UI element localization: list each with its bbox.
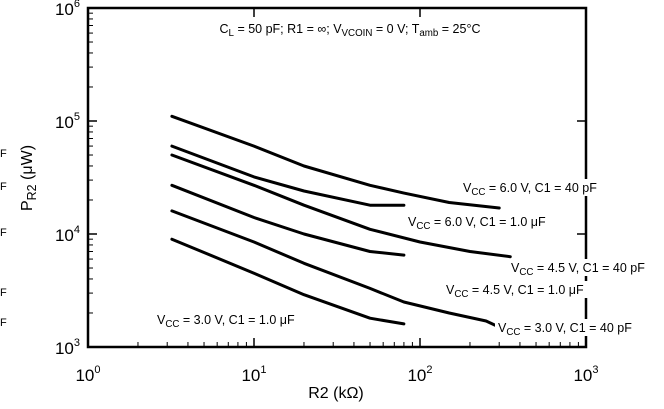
axis-ticks: 100 101 102 103 103 104 105 106: [55, 0, 599, 385]
curve-label-6: VCC = 3.0 V, C1 = 1.0 μF: [157, 313, 295, 330]
edge-fragment: F: [0, 287, 7, 299]
x-tick-label: 103: [573, 364, 598, 385]
curve-label-4: VCC = 4.5 V, C1 = 1.0 μF: [446, 283, 584, 300]
plot-frame: [86, 6, 588, 349]
y-tick-label: 103: [55, 337, 80, 358]
y-tick-label: 104: [55, 224, 80, 245]
curve-label-bg: [405, 213, 573, 230]
curve-label-bg: [154, 311, 322, 328]
edge-fragment: F: [0, 181, 7, 193]
edge-fragment: F: [0, 317, 7, 329]
curve-labels: VCC = 6.0 V, C1 = 40 pF VCC = 6.0 V, C1 =…: [154, 179, 664, 338]
curve-label-3: VCC = 4.5 V, C1 = 40 pF: [511, 261, 645, 278]
x-tick-label: 101: [241, 364, 266, 385]
y-tick-label: 106: [55, 0, 80, 19]
y-tick-label: 105: [55, 111, 80, 132]
left-edge-fragments: F F F F F: [0, 148, 7, 329]
x-tick-label: 100: [75, 364, 100, 385]
conditions-annotation: CL = 50 pF; R1 = ∞; VVCOIN = 0 V; Tamb =…: [220, 22, 481, 39]
curve-label-5: VCC = 3.0 V, C1 = 40 pF: [498, 321, 632, 338]
curve-label-2: VCC = 6.0 V, C1 = 1.0 μF: [408, 215, 546, 232]
x-tick-label: 102: [407, 364, 432, 385]
data-curves: [170, 114, 512, 329]
curve-label-bg: [443, 281, 611, 298]
series-curve-6: [170, 237, 406, 326]
series-curve-3: [170, 153, 512, 259]
curve-label-bg: [495, 319, 663, 336]
edge-fragment: F: [0, 227, 7, 239]
series-curve-1: [170, 114, 501, 210]
x-axis-label: R2 (kΩ): [308, 385, 364, 402]
series-curve-5: [170, 209, 501, 329]
y-axis-label: PR2 (μW): [19, 145, 39, 211]
curve-label-bg: [460, 179, 628, 196]
series-curve-4: [170, 183, 406, 257]
edge-fragment: F: [0, 148, 7, 160]
curve-label-bg: [508, 259, 664, 276]
series-curve-2: [170, 144, 406, 207]
curve-label-1: VCC = 6.0 V, C1 = 40 pF: [463, 181, 597, 198]
